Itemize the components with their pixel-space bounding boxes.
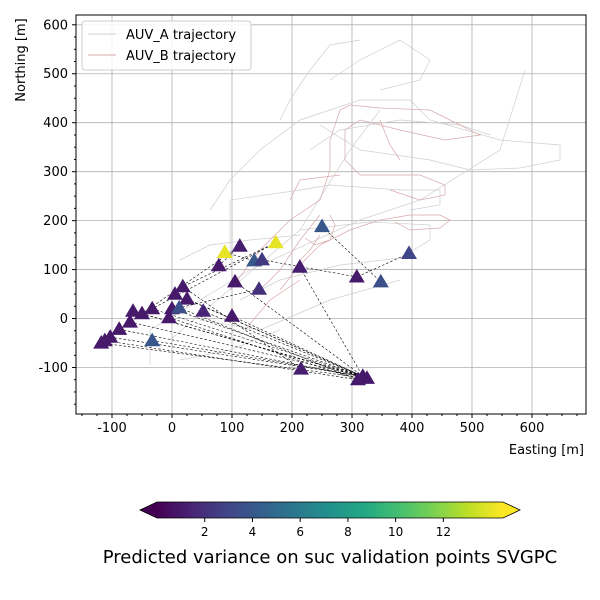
- legend: AUV_A trajectory AUV_B trajectory: [81, 20, 252, 71]
- connection-line: [168, 317, 359, 381]
- connection-line: [182, 286, 302, 370]
- validation-point-marker: [171, 299, 188, 314]
- y-tick-label: 400: [43, 116, 68, 131]
- x-tick-label: 0: [168, 421, 176, 436]
- connection-line: [152, 242, 276, 310]
- validation-point-marker: [144, 332, 161, 347]
- legend-box: [81, 20, 252, 71]
- colorbar-extend-min: [140, 502, 157, 518]
- colorbar-outline: [139, 501, 521, 519]
- trajectory-a-path: [149, 39, 561, 365]
- connection-line: [179, 288, 260, 309]
- connection-line: [129, 321, 363, 377]
- x-tick-label: 400: [400, 421, 425, 436]
- y-axis-label: Northing [m]: [14, 18, 29, 101]
- y-tick-label: 500: [43, 67, 68, 82]
- validation-point-marker: [224, 308, 240, 322]
- validation-point-marker: [254, 251, 270, 266]
- validation-point-marker: [122, 314, 138, 328]
- colorbar-tick-label: 4: [249, 525, 257, 539]
- connection-line: [299, 266, 364, 377]
- connection-line: [203, 310, 363, 377]
- y-tick-label: 0: [60, 312, 68, 327]
- legend-entry-b: AUV_B trajectory: [126, 49, 236, 64]
- connection-line: [234, 281, 363, 377]
- x-tick-label: 200: [280, 421, 305, 436]
- connection-line: [119, 329, 368, 379]
- colorbar-tick-label: 12: [436, 525, 451, 539]
- scatter-points: [93, 218, 417, 386]
- validation-point-marker: [210, 257, 227, 272]
- plot-area: [76, 15, 586, 414]
- validation-point-marker: [401, 245, 417, 259]
- validation-point-marker: [348, 268, 365, 283]
- trajectory-lines: [149, 39, 561, 365]
- connection-line: [356, 253, 410, 278]
- colorbar-tick-label: 10: [388, 525, 403, 539]
- colorbar-tick-label: 2: [201, 525, 209, 539]
- plot-frame: [75, 14, 587, 415]
- validation-point-marker: [161, 309, 177, 324]
- y-tick-label: -100: [38, 361, 68, 376]
- x-tick-label: -100: [97, 421, 127, 436]
- validation-point-marker: [251, 281, 267, 295]
- connection-line: [171, 308, 363, 377]
- x-tick-label: 100: [220, 421, 245, 436]
- colorbar-tick-label: 8: [344, 525, 352, 539]
- validation-point-marker: [144, 300, 161, 315]
- colorbar-ticks: 2 4 6 8 10 12: [201, 518, 451, 539]
- x-axis-ticks: -100 0 100 200 300 400 500 600: [81, 414, 578, 436]
- trajectory-b-path: [229, 104, 482, 331]
- validation-point-marker: [195, 303, 212, 317]
- legend-entry-a: AUV_A trajectory: [126, 28, 236, 43]
- validation-point-marker: [179, 291, 195, 305]
- x-axis-label: Easting [m]: [509, 443, 584, 458]
- validation-point-marker: [125, 303, 141, 317]
- y-axis-ticks: -100 0 100 200 300 400 500 600: [38, 18, 76, 405]
- connection-line: [186, 298, 368, 379]
- colorbar: 2 4 6 8 10 12 Predicted variance on suc valid…: [103, 501, 557, 568]
- validation-point-marker: [350, 371, 366, 386]
- colorbar-tick-label: 6: [296, 525, 304, 539]
- validation-point-marker: [314, 218, 330, 233]
- connection-line: [231, 315, 368, 379]
- connection-line: [182, 242, 276, 287]
- validation-point-marker: [293, 361, 309, 375]
- x-tick-label: 500: [460, 421, 485, 436]
- validation-point-marker: [93, 335, 110, 349]
- connection-line: [152, 308, 363, 377]
- validation-point-marker: [216, 244, 233, 258]
- y-tick-label: 300: [43, 165, 68, 180]
- connection-lines: [101, 226, 410, 381]
- validation-point-marker: [111, 321, 128, 335]
- colorbar-gradient: [157, 502, 503, 518]
- validation-point-marker: [372, 273, 389, 288]
- colorbar-label: Predicted variance on suc validation poi…: [103, 547, 557, 568]
- y-tick-label: 100: [43, 263, 68, 278]
- colorbar-extend-max: [503, 502, 520, 518]
- validation-point-marker: [291, 259, 308, 273]
- y-tick-label: 600: [43, 18, 68, 33]
- validation-point-marker: [267, 234, 284, 249]
- validation-point-marker: [231, 238, 248, 252]
- x-tick-label: 300: [340, 421, 365, 436]
- grid-lines: [76, 15, 586, 414]
- validation-point-marker: [174, 278, 191, 293]
- validation-point-marker: [227, 273, 243, 288]
- x-tick-label: 600: [520, 421, 545, 436]
- connection-line: [179, 307, 359, 381]
- y-tick-label: 200: [43, 214, 68, 229]
- validation-point-marker: [167, 286, 183, 300]
